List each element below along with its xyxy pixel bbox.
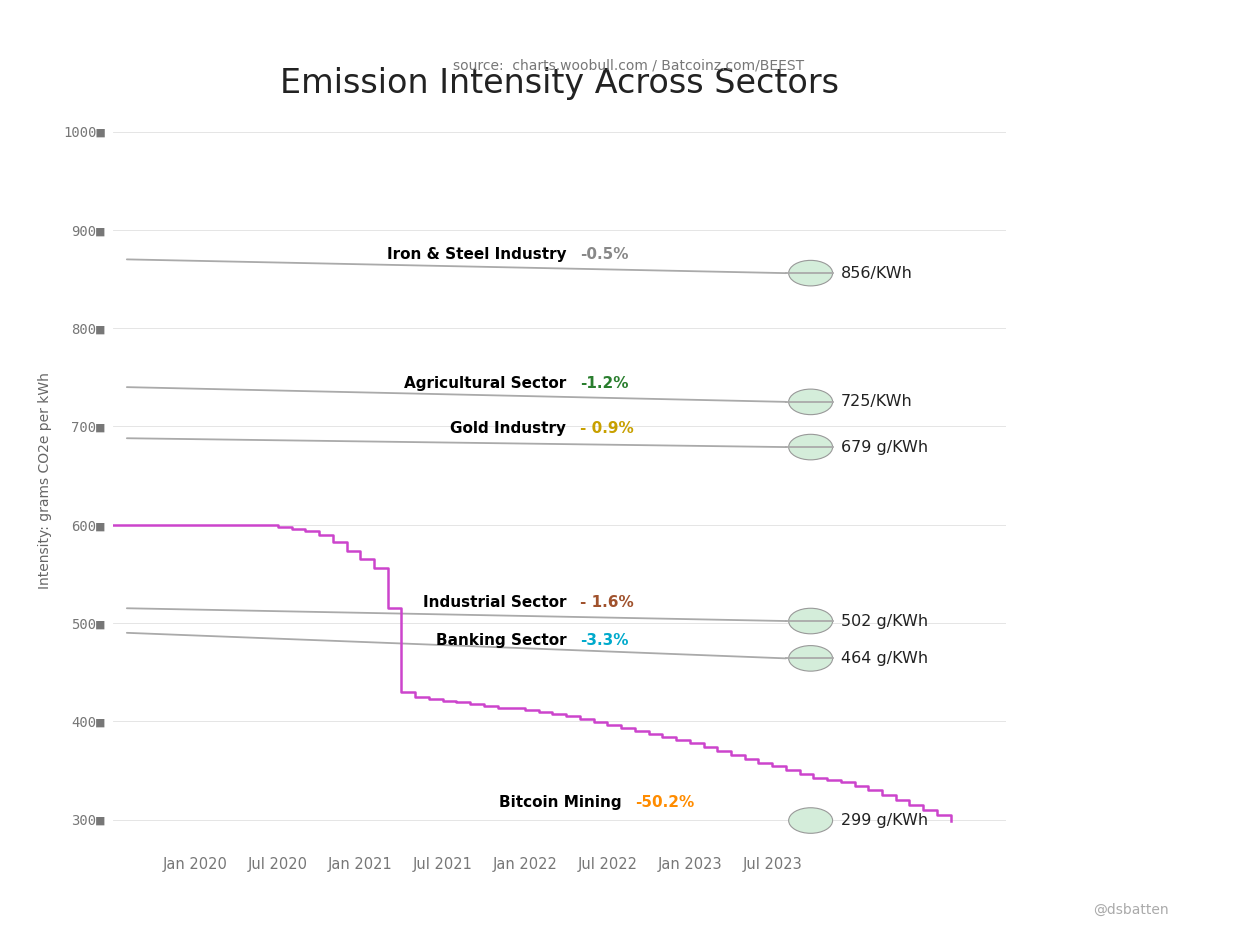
Text: Banking Sector: Banking Sector <box>436 633 566 648</box>
Text: - 0.9%: - 0.9% <box>579 422 634 437</box>
Text: - 1.6%: - 1.6% <box>579 595 634 610</box>
Title: Emission Intensity Across Sectors: Emission Intensity Across Sectors <box>280 66 838 100</box>
Text: 464 g/KWh: 464 g/KWh <box>841 651 928 666</box>
Ellipse shape <box>788 608 832 634</box>
Text: 725/KWh: 725/KWh <box>841 395 913 410</box>
Ellipse shape <box>788 389 832 414</box>
Y-axis label: Intensity: grams CO2e per kWh: Intensity: grams CO2e per kWh <box>38 372 52 589</box>
Text: 502 g/KWh: 502 g/KWh <box>841 614 928 629</box>
Ellipse shape <box>788 808 832 833</box>
Text: -3.3%: -3.3% <box>579 633 628 648</box>
Text: -1.2%: -1.2% <box>579 376 628 391</box>
Text: -50.2%: -50.2% <box>635 795 694 810</box>
Text: Industrial Sector: Industrial Sector <box>422 595 566 610</box>
Text: 299 g/KWh: 299 g/KWh <box>841 813 928 828</box>
Ellipse shape <box>788 646 832 671</box>
Ellipse shape <box>788 434 832 460</box>
Ellipse shape <box>788 260 832 285</box>
Text: 679 g/KWh: 679 g/KWh <box>841 439 928 454</box>
Text: Bitcoin Mining: Bitcoin Mining <box>499 795 621 810</box>
Text: 856/KWh: 856/KWh <box>841 266 913 281</box>
Text: Iron & Steel Industry: Iron & Steel Industry <box>387 247 566 262</box>
Text: Agricultural Sector: Agricultural Sector <box>403 376 566 391</box>
Text: Gold Industry: Gold Industry <box>450 422 566 437</box>
Text: -0.5%: -0.5% <box>579 247 628 262</box>
Text: @dsbatten: @dsbatten <box>1094 903 1169 917</box>
Text: source:  charts.woobull.com / Batcoinz.com/BEEST: source: charts.woobull.com / Batcoinz.co… <box>453 59 804 73</box>
